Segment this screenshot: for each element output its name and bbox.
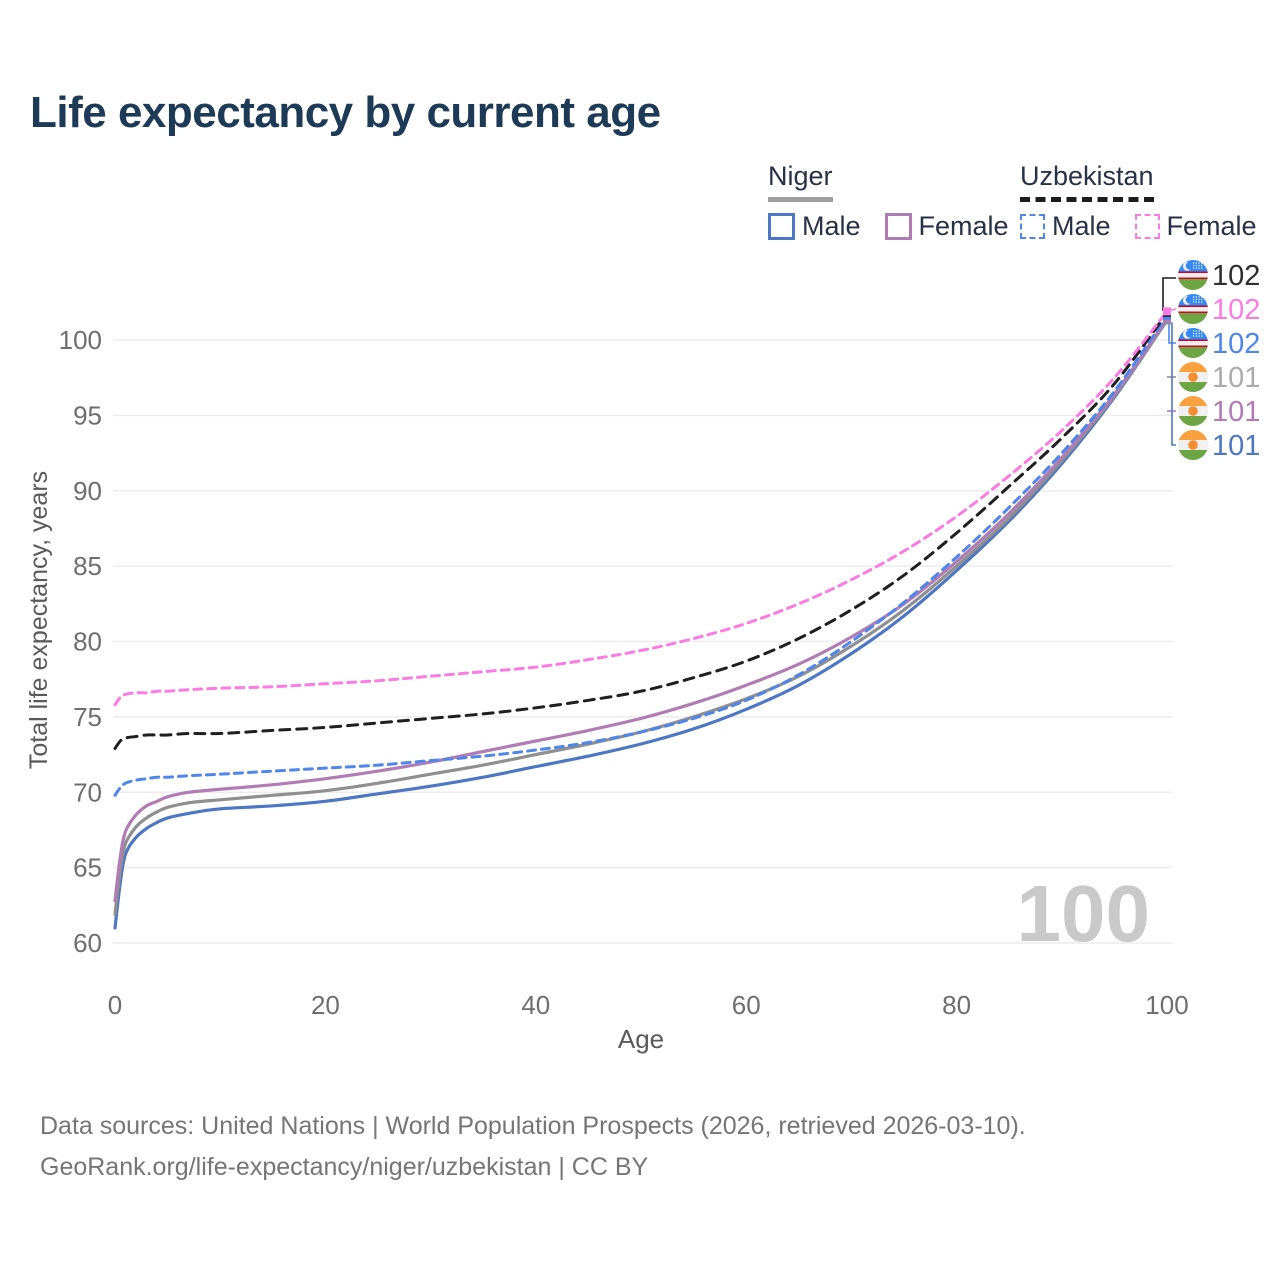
leader-line-uzbekistan-male (1168, 317, 1176, 344)
flag-niger-icon (1178, 396, 1208, 426)
series-line-uzbekistan-male (113, 314, 1169, 797)
watermark-age-counter: 100 (1017, 869, 1150, 958)
flag-uzbekistan-icon (1178, 260, 1208, 290)
footer-attribution-line: GeoRank.org/life-expectancy/niger/uzbeki… (40, 1153, 649, 1181)
leader-line-niger-male (1171, 322, 1176, 446)
end-value-label-uzbekistan-female: 102 (1212, 294, 1260, 326)
y-tick-label-70: 70 (73, 777, 102, 807)
y-tick-label-75: 75 (73, 702, 102, 732)
y-tick-label-80: 80 (73, 627, 102, 657)
data-sources-footer: Data sources: United Nations | World Pop… (40, 1106, 1026, 1188)
legend-swatch-female-solid (884, 212, 912, 240)
legend-swatch-male-dashed (1020, 213, 1045, 239)
legend-country-niger[interactable]: Niger (768, 161, 833, 202)
series-line-uzbekistan-both (113, 311, 1169, 750)
x-tick-label-20: 20 (311, 990, 340, 1020)
footer-sources-line: Data sources: United Nations | World Pop… (40, 1112, 1026, 1140)
y-tick-label-85: 85 (73, 551, 102, 581)
end-annotation-uzbekistan-male: 102 (1178, 328, 1260, 360)
end-value-label-uzbekistan-both: 102 (1212, 260, 1260, 292)
end-marker-uzbekistan-female (1163, 307, 1171, 316)
end-value-label-niger-female: 101 (1212, 396, 1260, 428)
legend-item-niger-female[interactable]: Female (884, 210, 1009, 242)
page-title: Life expectancy by current age (30, 88, 661, 137)
flag-niger-icon (1178, 362, 1208, 392)
y-tick-label-60: 60 (73, 928, 102, 958)
y-tick-label-65: 65 (73, 853, 102, 883)
legend-group-niger: Niger Male Female (768, 161, 1009, 242)
series-line-niger-both (113, 318, 1169, 916)
flag-uzbekistan-icon (1178, 294, 1208, 324)
legend-item-uzbekistan-male[interactable]: Male (1020, 211, 1111, 242)
end-value-label-niger-male: 101 (1212, 430, 1260, 462)
x-axis-title: Age (618, 1024, 664, 1054)
y-tick-label-95: 95 (73, 400, 102, 430)
legend-item-niger-male[interactable]: Male (768, 211, 861, 242)
legend-label: Female (1166, 210, 1257, 241)
x-tick-label-0: 0 (108, 990, 122, 1020)
legend-swatch-male-solid (768, 212, 795, 240)
end-annotation-niger-female: 101 (1178, 396, 1260, 428)
x-tick-label-100: 100 (1145, 990, 1188, 1020)
end-annotation-niger-male: 101 (1178, 430, 1260, 462)
end-annotation-niger-both: 101 (1178, 362, 1260, 394)
series-line-niger-male (113, 318, 1169, 930)
y-tick-label-90: 90 (73, 476, 102, 506)
legend-label: Male (1052, 210, 1111, 241)
legend-item-uzbekistan-female[interactable]: Female (1134, 210, 1257, 242)
leader-line-uzbekistan-both (1162, 277, 1176, 311)
legend-country-uzbekistan[interactable]: Uzbekistan (1020, 161, 1154, 202)
end-value-label-uzbekistan-male: 102 (1212, 328, 1260, 360)
x-tick-label-80: 80 (942, 990, 971, 1020)
flag-niger-icon (1178, 430, 1208, 460)
y-axis-title: Total life expectancy, years (25, 471, 53, 769)
end-annotation-uzbekistan-both: 102 (1178, 260, 1260, 292)
legend-label: Female (918, 210, 1009, 241)
series-line-uzbekistan-female (113, 309, 1169, 707)
x-tick-label-40: 40 (521, 990, 550, 1020)
legend-label: Male (802, 210, 861, 241)
series-line-niger-female (113, 317, 1169, 903)
y-tick-label-100: 100 (59, 325, 102, 355)
x-tick-label-60: 60 (732, 990, 761, 1020)
legend-group-uzbekistan: Uzbekistan Male Female (1020, 161, 1257, 242)
legend-swatch-female-dashed (1134, 213, 1160, 239)
end-annotation-uzbekistan-female: 102 (1178, 294, 1260, 326)
end-value-label-niger-both: 101 (1212, 362, 1260, 394)
flag-uzbekistan-icon (1178, 328, 1208, 358)
